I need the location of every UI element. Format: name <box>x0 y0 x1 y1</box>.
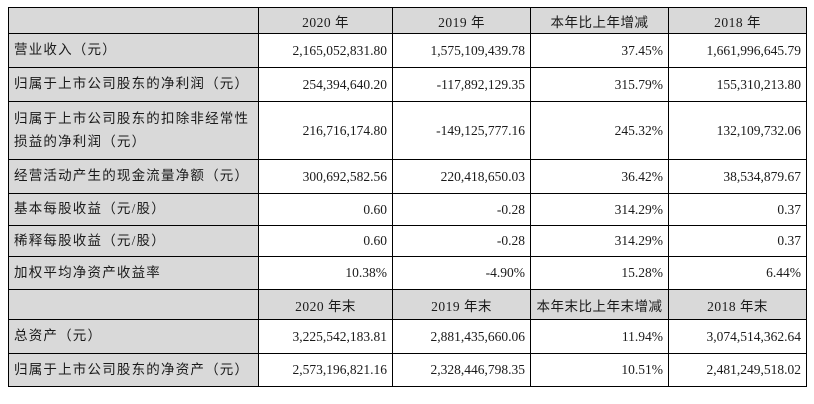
value-cell: 0.37 <box>668 225 807 257</box>
table-row-revenue: 营业收入（元） 2,165,052,831.80 1,575,109,439.7… <box>8 33 807 68</box>
value-cell: 245.32% <box>530 101 669 160</box>
corner-cell <box>8 7 259 34</box>
corner-cell <box>8 289 259 320</box>
table-row-basic-eps: 基本每股收益（元/股） 0.60 -0.28 314.29% 0.37 <box>8 193 807 226</box>
row-label: 经营活动产生的现金流量净额（元） <box>8 159 259 194</box>
col-header-2019-end: 2019 年末 <box>392 289 531 320</box>
value-cell: 2,881,435,660.06 <box>392 319 531 354</box>
value-cell: 36.42% <box>530 159 669 194</box>
value-cell: 254,394,640.20 <box>258 67 393 102</box>
value-cell: 0.60 <box>258 193 393 226</box>
value-cell: 314.29% <box>530 193 669 226</box>
row-label: 归属于上市公司股东的净资产（元） <box>8 353 259 387</box>
row-label: 总资产（元） <box>8 319 259 354</box>
value-cell: 15.28% <box>530 256 669 290</box>
table-row-diluted-eps: 稀释每股收益（元/股） 0.60 -0.28 314.29% 0.37 <box>8 225 807 257</box>
col-header-yoy-change: 本年比上年增减 <box>530 7 669 34</box>
value-cell: 3,225,542,183.81 <box>258 319 393 354</box>
value-cell: -4.90% <box>392 256 531 290</box>
value-cell: 10.38% <box>258 256 393 290</box>
value-cell: 300,692,582.56 <box>258 159 393 194</box>
value-cell: 2,573,196,821.16 <box>258 353 393 387</box>
table-row-net-assets: 归属于上市公司股东的净资产（元） 2,573,196,821.16 2,328,… <box>8 353 807 387</box>
row-label: 营业收入（元） <box>8 33 259 68</box>
value-cell: -0.28 <box>392 225 531 257</box>
col-header-2018-end: 2018 年末 <box>668 289 807 320</box>
value-cell: -117,892,129.35 <box>392 67 531 102</box>
row-label: 归属于上市公司股东的扣除非经常性损益的净利润（元） <box>8 101 259 160</box>
value-cell: -0.28 <box>392 193 531 226</box>
value-cell: 11.94% <box>530 319 669 354</box>
value-cell: 220,418,650.03 <box>392 159 531 194</box>
table-row-operating-cash-flow: 经营活动产生的现金流量净额（元） 300,692,582.56 220,418,… <box>8 159 807 194</box>
value-cell: 2,481,249,518.02 <box>668 353 807 387</box>
col-header-2020-end: 2020 年末 <box>258 289 393 320</box>
key-financials-table: 2020 年 2019 年 本年比上年增减 2018 年 营业收入（元） 2,1… <box>8 7 807 387</box>
value-cell: 2,328,446,798.35 <box>392 353 531 387</box>
row-label: 加权平均净资产收益率 <box>8 256 259 290</box>
col-header-yearend-change: 本年末比上年末增减 <box>530 289 669 320</box>
value-cell: 314.29% <box>530 225 669 257</box>
col-header-2020: 2020 年 <box>258 7 393 34</box>
value-cell: 0.60 <box>258 225 393 257</box>
value-cell: 37.45% <box>530 33 669 68</box>
value-cell: 3,074,514,362.64 <box>668 319 807 354</box>
value-cell: 132,109,732.06 <box>668 101 807 160</box>
table-row-total-assets: 总资产（元） 3,225,542,183.81 2,881,435,660.06… <box>8 319 807 354</box>
period-header-row: 2020 年 2019 年 本年比上年增减 2018 年 <box>8 7 807 34</box>
table-row-net-profit: 归属于上市公司股东的净利润（元） 254,394,640.20 -117,892… <box>8 67 807 102</box>
value-cell: -149,125,777.16 <box>392 101 531 160</box>
row-label: 基本每股收益（元/股） <box>8 193 259 226</box>
col-header-2018: 2018 年 <box>668 7 807 34</box>
value-cell: 38,534,879.67 <box>668 159 807 194</box>
table-row-weighted-roe: 加权平均净资产收益率 10.38% -4.90% 15.28% 6.44% <box>8 256 807 290</box>
value-cell: 1,661,996,645.79 <box>668 33 807 68</box>
value-cell: 155,310,213.80 <box>668 67 807 102</box>
value-cell: 1,575,109,439.78 <box>392 33 531 68</box>
row-label: 稀释每股收益（元/股） <box>8 225 259 257</box>
value-cell: 216,716,174.80 <box>258 101 393 160</box>
value-cell: 0.37 <box>668 193 807 226</box>
value-cell: 315.79% <box>530 67 669 102</box>
yearend-header-row: 2020 年末 2019 年末 本年末比上年末增减 2018 年末 <box>8 289 807 320</box>
value-cell: 10.51% <box>530 353 669 387</box>
col-header-2019: 2019 年 <box>392 7 531 34</box>
value-cell: 6.44% <box>668 256 807 290</box>
table-row-net-profit-excl-nonrecurring: 归属于上市公司股东的扣除非经常性损益的净利润（元） 216,716,174.80… <box>8 101 807 160</box>
value-cell: 2,165,052,831.80 <box>258 33 393 68</box>
row-label: 归属于上市公司股东的净利润（元） <box>8 67 259 102</box>
